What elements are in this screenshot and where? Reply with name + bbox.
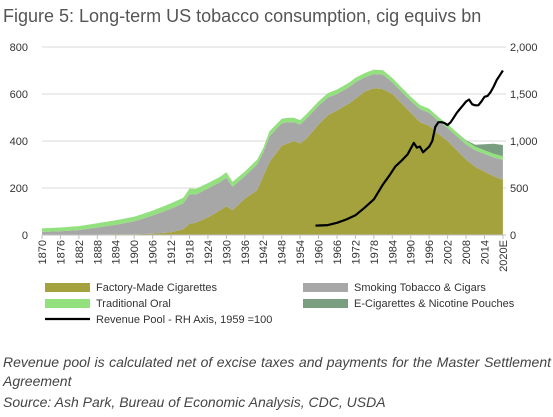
chart-source: Source: Ash Park, Bureau of Economic Ana… [3,394,386,410]
legend-item: Smoking Tobacco & Cigars [303,282,486,294]
legend-swatch [45,299,90,308]
y-left-tick-label: 600 [10,89,28,101]
area-series [42,69,503,235]
x-tick-label: 1894 [111,240,123,264]
x-tick-label: 1906 [148,240,160,264]
x-tick-label: 1900 [129,240,141,264]
y-right-tick-label: 2,000 [510,42,538,54]
y-right-tick-label: 1,000 [510,136,538,148]
x-tick-label: 1990 [406,240,418,264]
x-tick-label: 1912 [166,240,178,264]
legend-item: E-Cigarettes & Nicotine Pouches [303,298,515,310]
legend-swatch [303,299,348,308]
legend: Factory-Made Cigarettes Smoking Tobacco &… [45,282,515,326]
x-tick-label: 1942 [258,240,270,264]
x-tick-label: 1960 [314,240,326,264]
y-left-tick-label: 400 [10,136,28,148]
area-1 [42,74,503,235]
legend-item: Traditional Oral [45,298,171,310]
x-tick-label: 1918 [185,240,197,264]
x-tick-label: 1984 [387,240,399,264]
x-tick-label: 1948 [277,240,289,264]
x-tick-label: 2014 [480,240,492,264]
legend-label: Smoking Tobacco & Cigars [354,282,486,294]
x-tick-label: 2002 [443,240,455,264]
y-right-ticks: 0 500 1,000 1,500 2,000 [510,42,538,242]
revenue-line-path [315,69,504,227]
x-tick-label: 1978 [369,240,381,264]
y-right-tick-label: 0 [510,230,516,242]
y-left-ticks: 0 200 400 600 800 [10,42,28,242]
legend-label: Revenue Pool - RH Axis, 1959 =100 [96,314,272,326]
legend-item: Factory-Made Cigarettes [45,282,218,294]
chart-title: Figure 5: Long-term US tobacco consumpti… [3,6,482,26]
x-ticks: 1870 1876 1882 1888 1894 1900 1906 1912 1918 1924… [37,235,510,272]
y-left-tick-label: 800 [10,42,28,54]
x-tick-label: 1966 [332,240,344,264]
area-0 [42,88,503,235]
y-left-tick-label: 0 [22,230,28,242]
x-tick-label: 1924 [203,240,215,264]
x-tick-label: 1936 [240,240,252,264]
x-tick-label: 1870 [37,240,49,264]
y-left-tick-label: 200 [10,183,28,195]
legend-label: E-Cigarettes & Nicotine Pouches [354,298,515,310]
chart-note: Revenue pool is calculated net of excise… [3,354,551,389]
legend-label: Factory-Made Cigarettes [96,282,218,294]
x-tick-label: 1930 [221,240,233,264]
x-tick-label: 1972 [350,240,362,264]
x-tick-label: 2008 [461,240,473,264]
y-right-tick-label: 500 [510,183,528,195]
x-tick-label: 1996 [424,240,436,264]
revenue-line [315,69,504,227]
legend-swatch [45,283,90,292]
x-tick-label: 1876 [55,240,67,264]
legend-swatch [303,283,348,292]
x-tick-label: 1954 [295,240,307,264]
x-tick-label: 2020E [498,240,510,272]
legend-label: Traditional Oral [96,298,171,310]
legend-item: Revenue Pool - RH Axis, 1959 =100 [45,314,272,326]
x-tick-label: 1888 [92,240,104,264]
y-right-tick-label: 1,500 [510,89,538,101]
x-tick-label: 1882 [74,240,86,264]
